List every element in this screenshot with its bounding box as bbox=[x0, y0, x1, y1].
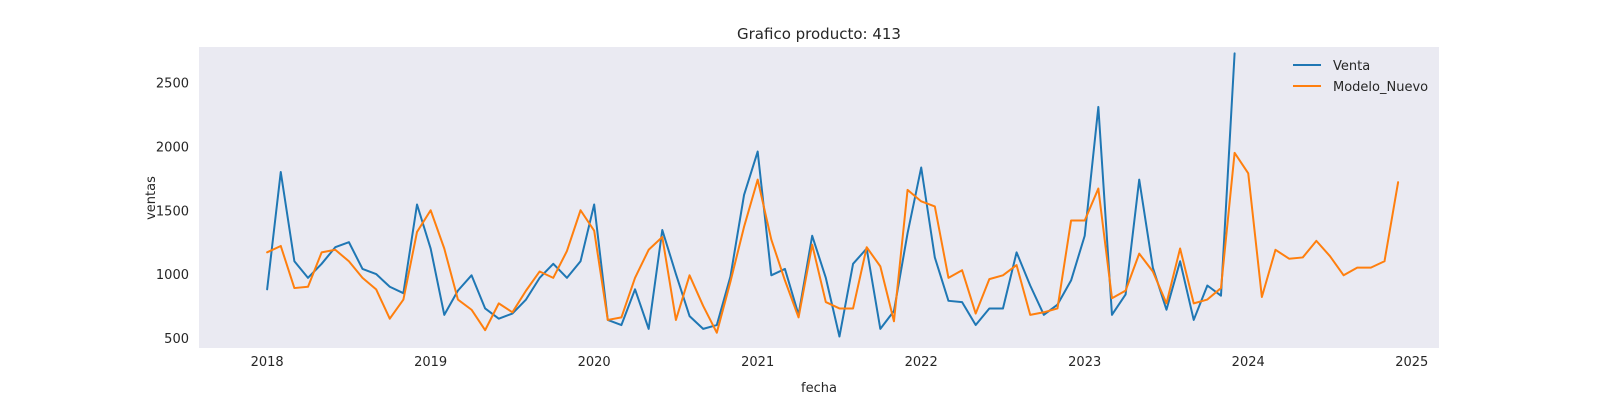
legend-label: Modelo_Nuevo bbox=[1333, 80, 1428, 95]
y-tick-label: 1000 bbox=[156, 268, 189, 283]
y-tick-label: 500 bbox=[164, 332, 189, 347]
x-tick-label: 2025 bbox=[1395, 355, 1428, 370]
x-tick-label: 2023 bbox=[1068, 355, 1101, 370]
chart-title: Grafico producto: 413 bbox=[737, 25, 901, 43]
series-line-modelo-nuevo bbox=[266, 151, 1400, 334]
x-axis-ticks: 2018 2019 2020 2021 2022 2023 2024 2025 bbox=[251, 355, 1429, 370]
legend: Venta Modelo_Nuevo bbox=[1293, 59, 1428, 95]
x-tick-label: 2018 bbox=[251, 355, 284, 370]
series-line-venta bbox=[266, 52, 1236, 338]
x-tick-label: 2022 bbox=[905, 355, 938, 370]
y-tick-label: 1500 bbox=[156, 204, 189, 219]
x-axis-label: fecha bbox=[801, 381, 837, 396]
y-tick-label: 2500 bbox=[156, 77, 189, 92]
x-tick-label: 2020 bbox=[578, 355, 611, 370]
x-tick-label: 2019 bbox=[414, 355, 447, 370]
y-axis-label: ventas bbox=[144, 176, 159, 220]
x-tick-label: 2024 bbox=[1232, 355, 1265, 370]
legend-label: Venta bbox=[1333, 59, 1370, 74]
y-tick-label: 2000 bbox=[156, 140, 189, 155]
series-layer bbox=[266, 52, 1400, 338]
x-tick-label: 2021 bbox=[741, 355, 774, 370]
plot-area bbox=[199, 47, 1439, 348]
y-axis-ticks: 500 1000 1500 2000 2500 bbox=[156, 77, 189, 347]
